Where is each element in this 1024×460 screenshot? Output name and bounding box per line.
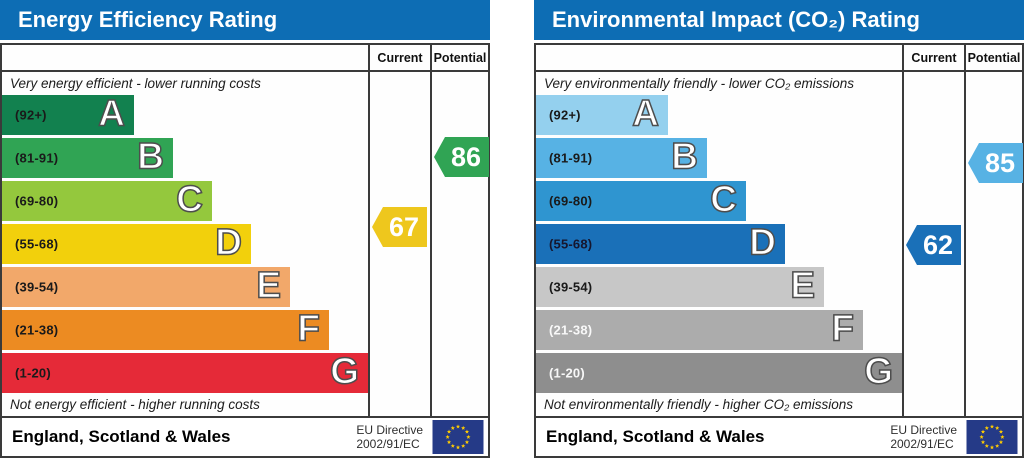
band-range-label: (81-91) xyxy=(549,150,593,166)
env-rating-scale: (92+) A (81-91) B (69-80) C (55-68) xyxy=(536,92,902,393)
band-range-label: (1-20) xyxy=(549,365,585,381)
band-range-label: (69-80) xyxy=(15,193,59,209)
band-grade-letter: C xyxy=(710,178,738,220)
env-band-e: (39-54) E xyxy=(536,264,824,307)
band-grade-letter: F xyxy=(831,307,855,350)
band-range-label: (81-91) xyxy=(15,150,59,166)
energy-band-d: (55-68) D xyxy=(2,221,251,264)
band-range-label: (92+) xyxy=(15,107,47,123)
band-grade-letter: F xyxy=(297,307,321,350)
eu-directive-label: EU Directive 2002/91/EC xyxy=(356,423,423,452)
energy-rating-scale: (92+) A (81-91) B (69-80) C (55-68) xyxy=(2,92,368,393)
env-bands-area: Very environmentally friendly - lower CO… xyxy=(536,72,902,416)
env-potential-column-header: Potential xyxy=(964,45,1022,72)
energy-band-c: (69-80) C xyxy=(2,178,212,221)
band-range-label: (55-68) xyxy=(15,236,59,252)
energy-efficiency-chart: Energy Efficiency Rating Current Potenti… xyxy=(0,0,490,460)
env-potential-column: 85 xyxy=(964,72,1023,416)
band-grade-letter: D xyxy=(215,221,243,263)
energy-header-spacer xyxy=(2,45,368,72)
eu-directive-line2: 2002/91/EC xyxy=(356,437,420,451)
band-range-label: (39-54) xyxy=(549,279,593,295)
env-current-rating-value: 62 xyxy=(922,229,954,260)
band-grade-letter: A xyxy=(98,92,126,134)
eu-directive-line2: 2002/91/EC xyxy=(890,437,954,451)
energy-current-rating-marker: 67 xyxy=(372,207,427,247)
energy-band-f: (21-38) F xyxy=(2,307,329,350)
band-grade-letter: G xyxy=(329,350,359,393)
energy-band-g: (1-20) G xyxy=(2,350,368,393)
energy-chart-footer: England, Scotland & Wales EU Directive 2… xyxy=(2,416,488,456)
region-label: England, Scotland & Wales xyxy=(546,427,765,446)
band-range-label: (39-54) xyxy=(15,279,59,295)
env-potential-rating-value: 85 xyxy=(984,147,1016,178)
eu-directive-label: EU Directive 2002/91/EC xyxy=(890,423,957,452)
env-band-f: (21-38) F xyxy=(536,307,863,350)
band-grade-letter: B xyxy=(671,135,699,177)
energy-caption-top: Very energy efficient - lower running co… xyxy=(10,75,261,91)
band-range-label: (69-80) xyxy=(549,193,593,209)
band-grade-letter: C xyxy=(176,178,204,220)
env-band-b: (81-91) B xyxy=(536,135,707,178)
env-current-rating-marker: 62 xyxy=(906,225,961,265)
band-range-label: (92+) xyxy=(549,107,581,123)
band-grade-letter: E xyxy=(790,264,816,307)
env-chart-title-bar: Environmental Impact (CO₂) Rating xyxy=(534,0,1024,40)
band-grade-letter: A xyxy=(632,92,660,134)
energy-chart-box: Current Potential Very energy efficient … xyxy=(0,43,490,458)
energy-chart-title-bar: Energy Efficiency Rating xyxy=(0,0,490,40)
environmental-impact-chart: Environmental Impact (CO₂) Rating Curren… xyxy=(534,0,1024,460)
band-range-label: (21-38) xyxy=(549,322,593,338)
env-chart-box: Current Potential Very environmentally f… xyxy=(534,43,1024,458)
energy-potential-column-header: Potential xyxy=(430,45,488,72)
energy-bands-area: Very energy efficient - lower running co… xyxy=(2,72,368,416)
band-grade-letter: G xyxy=(863,350,893,393)
env-chart-footer: England, Scotland & Wales EU Directive 2… xyxy=(536,416,1022,456)
region-label: England, Scotland & Wales xyxy=(12,427,231,446)
env-potential-rating-marker: 85 xyxy=(968,143,1023,183)
energy-current-rating-value: 67 xyxy=(388,211,420,242)
env-header-spacer xyxy=(536,45,902,72)
env-current-column-header: Current xyxy=(902,45,964,72)
env-caption-bottom: Not environmentally friendly - higher CO… xyxy=(544,397,854,412)
eu-flag-icon xyxy=(966,420,1018,454)
band-range-label: (1-20) xyxy=(15,365,51,381)
energy-current-column-header: Current xyxy=(368,45,430,72)
env-caption-top: Very environmentally friendly - lower CO… xyxy=(544,75,854,91)
env-band-g: (1-20) G xyxy=(536,350,902,393)
energy-current-column: 67 xyxy=(368,72,430,416)
energy-chart-title: Energy Efficiency Rating xyxy=(18,7,278,32)
energy-band-e: (39-54) E xyxy=(2,264,290,307)
env-band-c: (69-80) C xyxy=(536,178,746,221)
env-chart-title: Environmental Impact (CO₂) Rating xyxy=(552,7,920,32)
energy-potential-rating-value: 86 xyxy=(450,141,482,172)
band-range-label: (21-38) xyxy=(15,322,59,338)
band-grade-letter: D xyxy=(749,221,777,263)
eu-directive-line1: EU Directive xyxy=(356,422,423,437)
env-band-d: (55-68) D xyxy=(536,221,785,264)
energy-band-b: (81-91) B xyxy=(2,135,173,178)
energy-caption-bottom: Not energy efficient - higher running co… xyxy=(10,397,260,412)
eu-flag-icon xyxy=(432,420,484,454)
band-grade-letter: B xyxy=(137,135,165,177)
eu-directive-line1: EU Directive xyxy=(890,422,957,437)
energy-band-a: (92+) A xyxy=(2,92,134,135)
env-current-column: 62 xyxy=(902,72,964,416)
band-range-label: (55-68) xyxy=(549,236,593,252)
energy-potential-column: 86 xyxy=(430,72,489,416)
band-grade-letter: E xyxy=(256,264,282,307)
energy-potential-rating-marker: 86 xyxy=(434,137,489,177)
env-band-a: (92+) A xyxy=(536,92,668,135)
